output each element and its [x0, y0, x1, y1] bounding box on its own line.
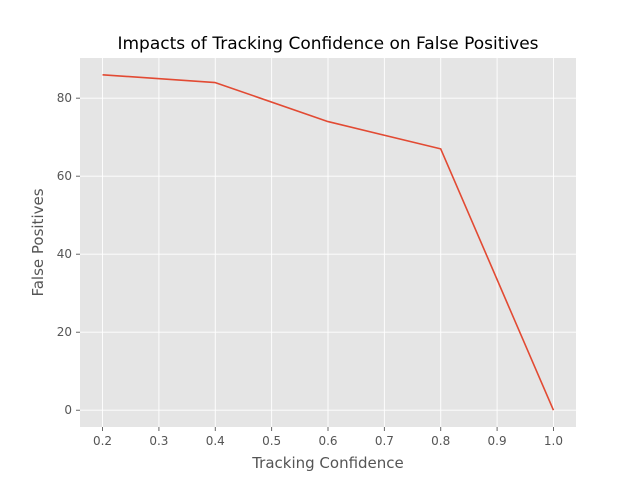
grid-lines [80, 58, 576, 427]
x-tick-label: 0.4 [206, 434, 225, 448]
y-tick-label: 20 [57, 325, 72, 339]
x-ticks: 0.2 0.3 0.4 0.5 0.6 0.7 0.8 0.9 1.0 [93, 427, 563, 448]
x-tick-label: 0.2 [93, 434, 112, 448]
y-ticks: 0 20 40 60 80 [57, 91, 80, 417]
series-line [102, 73, 555, 411]
x-tick-label: 1.0 [544, 434, 563, 448]
x-tick-label: 0.5 [262, 434, 281, 448]
x-axis-label: Tracking Confidence [251, 454, 404, 472]
y-tick-label: 80 [57, 91, 72, 105]
series [102, 73, 555, 411]
x-tick-label: 0.7 [375, 434, 394, 448]
y-tick-label: 60 [57, 169, 72, 183]
y-axis-label: False Positives [29, 188, 47, 296]
x-tick-label: 0.9 [488, 434, 507, 448]
x-tick-label: 0.3 [149, 434, 168, 448]
y-tick-label: 0 [64, 403, 72, 417]
x-tick-label: 0.8 [431, 434, 450, 448]
y-tick-label: 40 [57, 247, 72, 261]
x-tick-label: 0.6 [318, 434, 337, 448]
chart-title: Impacts of Tracking Confidence on False … [117, 34, 538, 54]
